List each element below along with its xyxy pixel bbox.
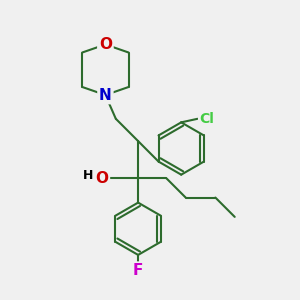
Text: H: H xyxy=(83,169,93,182)
Text: O: O xyxy=(99,37,112,52)
Text: F: F xyxy=(133,263,143,278)
Text: Cl: Cl xyxy=(200,112,214,126)
Text: O: O xyxy=(95,171,108,186)
Text: N: N xyxy=(99,88,112,103)
